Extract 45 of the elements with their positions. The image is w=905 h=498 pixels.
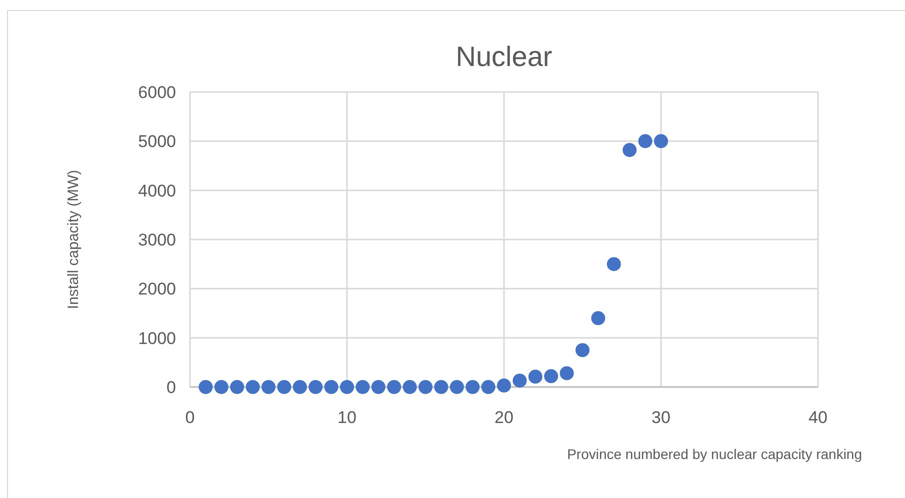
point	[606, 257, 621, 272]
y-axis-title: Install capacity (MW)	[65, 170, 82, 310]
y-tick-label: 6000	[138, 82, 176, 102]
point	[356, 380, 370, 394]
point	[622, 143, 637, 158]
y-tick-label: 3000	[138, 230, 176, 250]
point	[340, 380, 354, 394]
point	[497, 378, 511, 393]
point	[544, 369, 558, 384]
y-tick-label: 5000	[138, 132, 176, 152]
point	[262, 380, 276, 394]
point	[214, 380, 228, 394]
point	[512, 374, 527, 388]
point	[481, 380, 496, 394]
point	[591, 311, 606, 326]
point	[654, 134, 668, 148]
point	[434, 380, 448, 394]
point	[246, 380, 260, 394]
x-tick-label: 40	[808, 408, 828, 427]
y-tick-label: 1000	[138, 328, 176, 348]
y-tick-label: 4000	[138, 181, 176, 200]
point	[371, 380, 386, 394]
x-tick-label: 20	[494, 408, 514, 427]
point	[230, 380, 244, 394]
point	[576, 343, 590, 358]
point	[324, 380, 338, 394]
x-tick-label: 10	[338, 408, 356, 427]
point	[308, 380, 323, 394]
chart-title: Nuclear	[456, 41, 552, 72]
y-tick-label: 2000	[138, 280, 176, 299]
point	[560, 366, 574, 380]
point	[638, 134, 652, 148]
point	[402, 380, 417, 394]
point	[277, 380, 292, 394]
x-axis-title: Province numbered by nuclear capacity ranking	[567, 446, 862, 462]
point	[466, 380, 480, 394]
y-tick-label: 0	[166, 378, 176, 397]
point	[292, 380, 307, 394]
point	[198, 380, 213, 394]
x-tick-label: 0	[185, 408, 195, 427]
point	[450, 380, 464, 394]
x-tick-label: 30	[652, 408, 670, 427]
point	[418, 380, 432, 394]
point	[528, 370, 542, 384]
point	[387, 380, 402, 394]
